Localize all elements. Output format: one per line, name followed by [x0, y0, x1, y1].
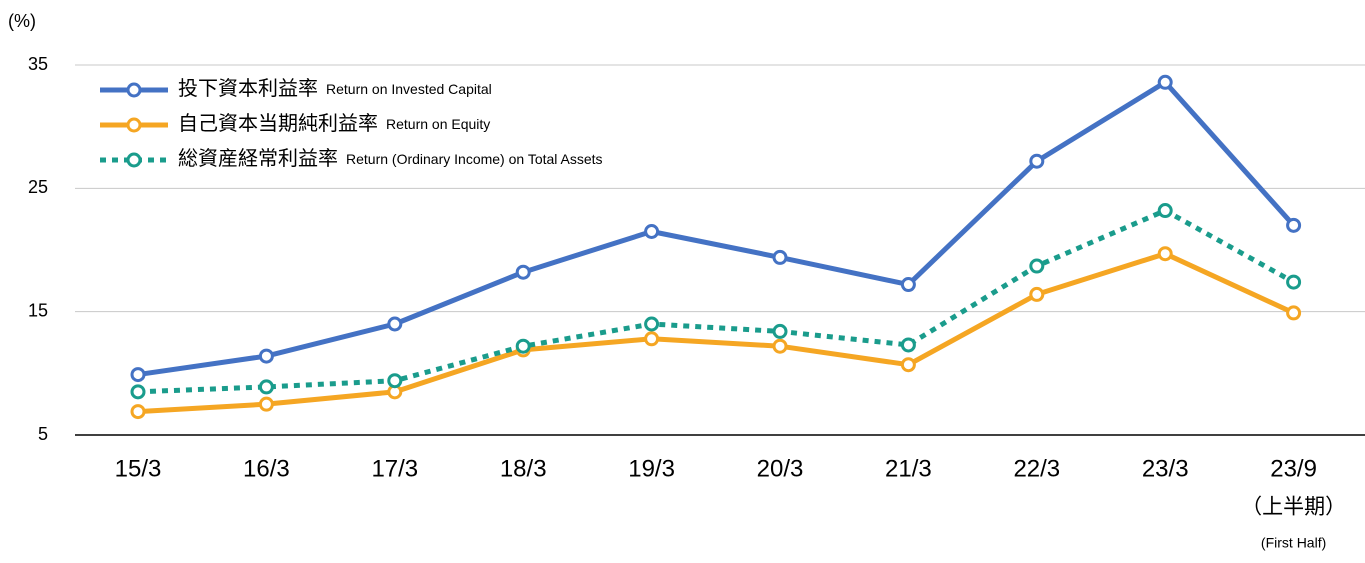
series-marker: [515, 264, 531, 280]
x-tick-label: 23/3: [1142, 455, 1189, 482]
y-tick-label: 35: [28, 54, 48, 74]
legend-marker: [126, 152, 142, 168]
legend-label: 投下資本利益率 Return on Invested Capital: [178, 77, 492, 100]
x-tick-label: 18/3: [500, 455, 547, 482]
legend-marker: [126, 82, 142, 98]
series-marker: [644, 316, 660, 332]
x-tick-label: 23/9: [1270, 455, 1317, 482]
y-tick-label: 5: [38, 424, 48, 444]
series-marker: [387, 316, 403, 332]
series-marker: [1157, 246, 1173, 262]
series-marker: [1029, 286, 1045, 302]
y-tick-label: 15: [28, 300, 48, 320]
series-marker: [1286, 217, 1302, 233]
legend-label: 総資産経常利益率 Return (Ordinary Income) on Tota…: [178, 147, 603, 170]
series-marker: [644, 331, 660, 347]
series-marker: [900, 337, 916, 353]
series-marker: [130, 384, 146, 400]
legend-name: 自己資本当期純利益率: [178, 112, 378, 135]
unit-label: (%): [8, 11, 36, 31]
series-marker: [1029, 153, 1045, 169]
series-marker: [900, 277, 916, 293]
series-marker: [258, 396, 274, 412]
legend-name: 投下資本利益率: [178, 77, 318, 100]
series-line: [137, 251, 1295, 415]
x-tick-label: 17/3: [371, 455, 418, 482]
legend-label: 自己資本当期純利益率 Return on Equity: [178, 112, 490, 135]
series-line: [137, 79, 1296, 378]
x-tick-label: 20/3: [757, 455, 804, 482]
series-marker: [1157, 203, 1173, 219]
series-marker: [130, 367, 146, 383]
legend-english-name: Return on Equity: [386, 116, 490, 132]
legend-english-name: Return (Ordinary Income) on Total Assets: [346, 151, 603, 167]
series-marker: [772, 323, 788, 339]
x-tick-label: 16/3: [243, 455, 290, 482]
series-marker: [1286, 305, 1302, 321]
x-tick-sublabel: (First Half): [1261, 535, 1326, 551]
legend-name: 総資産経常利益率: [178, 147, 338, 170]
series-marker: [1286, 274, 1302, 290]
series-marker: [1029, 258, 1045, 274]
series-marker: [258, 348, 274, 364]
x-tick-label: 19/3: [628, 455, 675, 482]
series-marker: [900, 357, 916, 373]
y-tick-label: 25: [28, 177, 48, 197]
series-marker: [387, 373, 403, 389]
series-marker: [130, 404, 146, 420]
series-marker: [772, 338, 788, 354]
series-line: [137, 208, 1295, 395]
series-marker: [1157, 74, 1173, 90]
series-marker: [258, 379, 274, 395]
x-tick-label: 21/3: [885, 455, 932, 482]
series-marker: [644, 224, 660, 239]
series-marker: [772, 249, 788, 265]
x-tick-label: 22/3: [1013, 455, 1060, 482]
legend-marker: [126, 117, 142, 133]
x-tick-sublabel: （上半期）: [1241, 496, 1346, 519]
x-tick-label: 15/3: [115, 455, 162, 482]
series-marker: [515, 338, 531, 354]
legend-english-name: Return on Invested Capital: [326, 81, 492, 97]
